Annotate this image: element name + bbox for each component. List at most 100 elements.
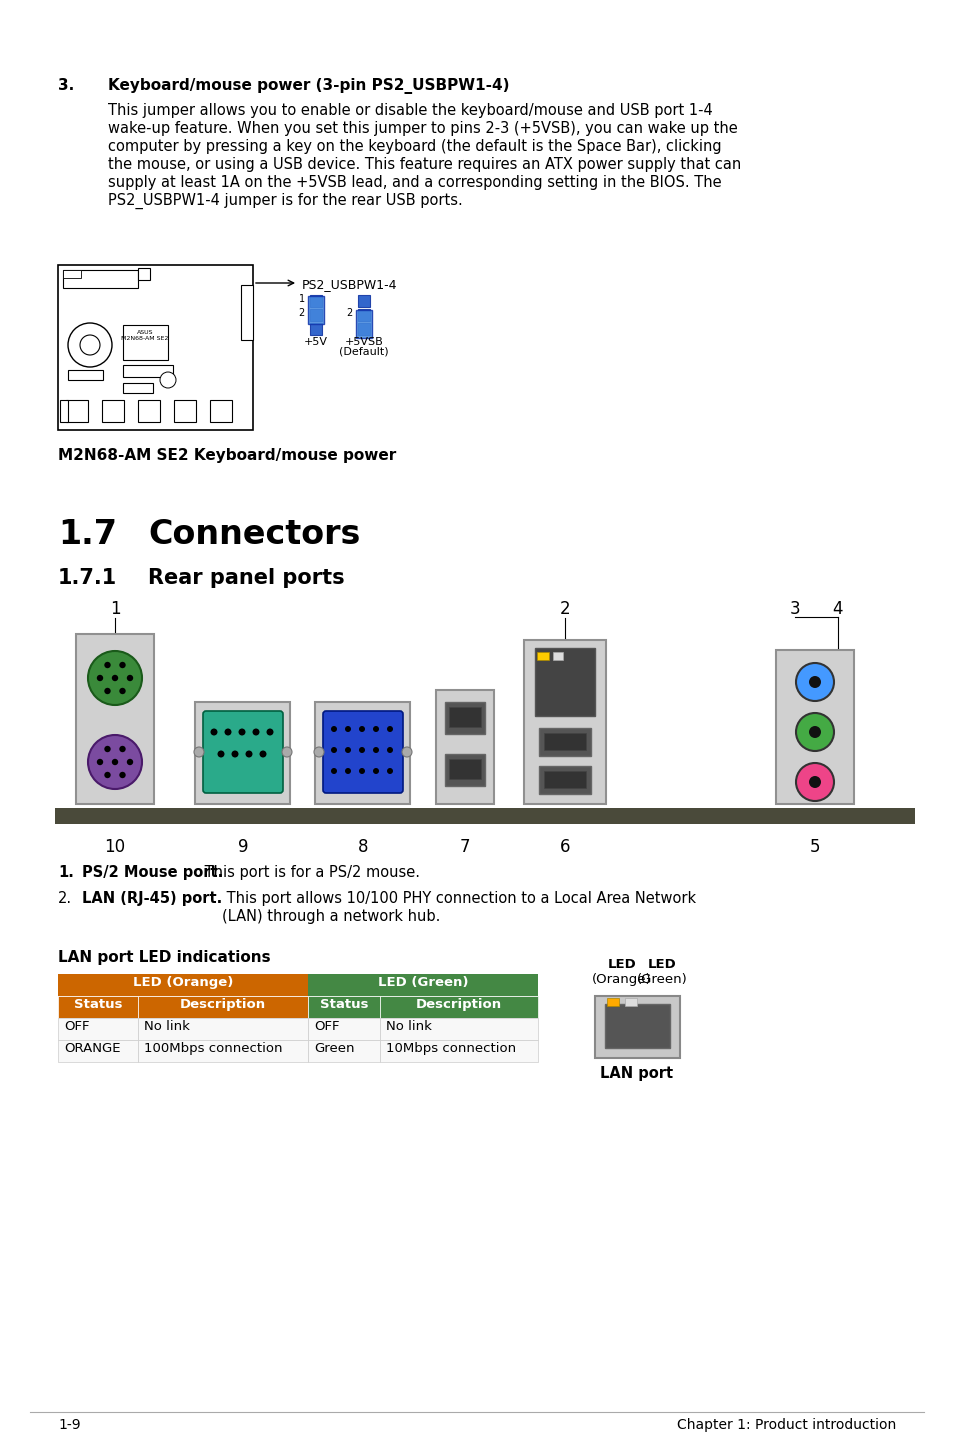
Text: 9: 9 [237,838,248,856]
Circle shape [345,768,351,775]
Bar [523,640,605,803]
Bar [123,382,152,392]
Text: Status: Status [73,998,122,1011]
Bar [444,755,484,786]
Bar [58,1040,138,1063]
Circle shape [259,750,266,758]
Bar [449,707,480,727]
Circle shape [119,746,126,752]
Circle shape [331,726,336,732]
Bar [138,268,150,281]
Bar [76,634,153,803]
Text: the mouse, or using a USB device. This feature requires an ATX power supply that: the mouse, or using a USB device. This f… [108,158,740,172]
Bar [606,998,618,1007]
Bar [357,309,370,321]
Text: 8: 8 [357,838,368,856]
Circle shape [104,662,111,669]
Circle shape [387,748,393,753]
Bar [436,690,494,803]
Circle shape [119,662,126,669]
Circle shape [358,748,365,753]
Bar [102,400,124,422]
Bar [624,998,637,1007]
Text: computer by pressing a key on the keyboard (the default is the Space Bar), click: computer by pressing a key on the keyboa… [108,139,720,155]
Text: 1-9: 1-9 [58,1418,81,1432]
Bar [210,400,232,422]
Text: 100Mbps connection: 100Mbps connection [144,1042,282,1055]
Text: 1: 1 [298,294,305,304]
Bar [357,324,370,335]
Circle shape [373,748,378,753]
Circle shape [193,748,204,758]
Bar [138,997,308,1018]
Text: ASUS
M2N68-AM SE2: ASUS M2N68-AM SE2 [121,329,169,341]
Text: This port is for a PS/2 mouse.: This port is for a PS/2 mouse. [200,865,419,881]
Circle shape [795,663,833,702]
Text: 4: 4 [832,600,842,619]
Circle shape [80,335,100,355]
Bar [604,1004,669,1048]
Text: Description: Description [416,998,501,1011]
Text: +5V: +5V [304,337,328,347]
Circle shape [245,750,253,758]
Bar [357,295,370,306]
Bar [310,309,322,321]
Bar [537,652,548,660]
Circle shape [331,748,336,753]
Text: 6: 6 [559,838,570,856]
Text: 1.7: 1.7 [58,518,117,551]
Text: wake-up feature. When you set this jumper to pins 2-3 (+5VSB), you can wake up t: wake-up feature. When you set this jumpe… [108,120,737,136]
Circle shape [112,674,118,682]
Bar [595,997,679,1058]
Bar [379,1018,537,1040]
Bar [308,997,379,1018]
Bar [308,1040,379,1063]
Circle shape [68,324,112,367]
Text: 1: 1 [110,600,120,619]
Text: This jumper allows you to enable or disable the keyboard/mouse and USB port 1-4: This jumper allows you to enable or disa… [108,103,712,117]
Bar [379,1040,537,1063]
Circle shape [104,772,111,778]
Bar [308,1018,379,1040]
Bar [68,369,103,379]
Text: LAN port: LAN port [599,1065,673,1081]
Text: LED (Orange): LED (Orange) [132,977,233,990]
Bar [60,400,68,422]
Circle shape [160,372,175,388]
Text: LED: LED [647,958,676,971]
Text: 2: 2 [346,308,353,318]
Bar [538,766,590,793]
Text: Connectors: Connectors [148,518,360,551]
Circle shape [127,674,133,682]
Text: No link: No link [386,1020,432,1032]
Text: OFF: OFF [64,1020,90,1032]
Text: PS/2 Mouse port.: PS/2 Mouse port. [82,865,223,881]
Bar [310,324,322,335]
Bar [63,271,81,278]
Circle shape [119,772,126,778]
Circle shape [282,748,292,758]
Bar [241,285,253,339]
Circle shape [795,713,833,750]
Circle shape [401,748,412,758]
Text: No link: No link [144,1020,190,1032]
Text: (LAN) through a network hub.: (LAN) through a network hub. [222,909,440,924]
Circle shape [331,768,336,775]
Text: Chapter 1: Product introduction: Chapter 1: Product introduction [676,1418,895,1432]
Text: 3.: 3. [58,77,74,93]
Bar [379,997,537,1018]
Text: LAN (RJ-45) port.: LAN (RJ-45) port. [82,891,222,906]
Text: 5: 5 [809,838,820,856]
Circle shape [112,759,118,765]
Text: Description: Description [180,998,266,1011]
Text: M2N68-AM SE2 Keyboard/mouse power: M2N68-AM SE2 Keyboard/mouse power [58,448,395,463]
Circle shape [373,726,378,732]
Circle shape [373,768,378,775]
Circle shape [808,726,821,737]
Text: 2.: 2. [58,891,72,906]
Circle shape [96,759,103,765]
Bar [123,325,168,359]
Text: (Orange): (Orange) [592,972,651,987]
Text: Rear panel ports: Rear panel ports [148,569,344,589]
Bar [444,702,484,735]
